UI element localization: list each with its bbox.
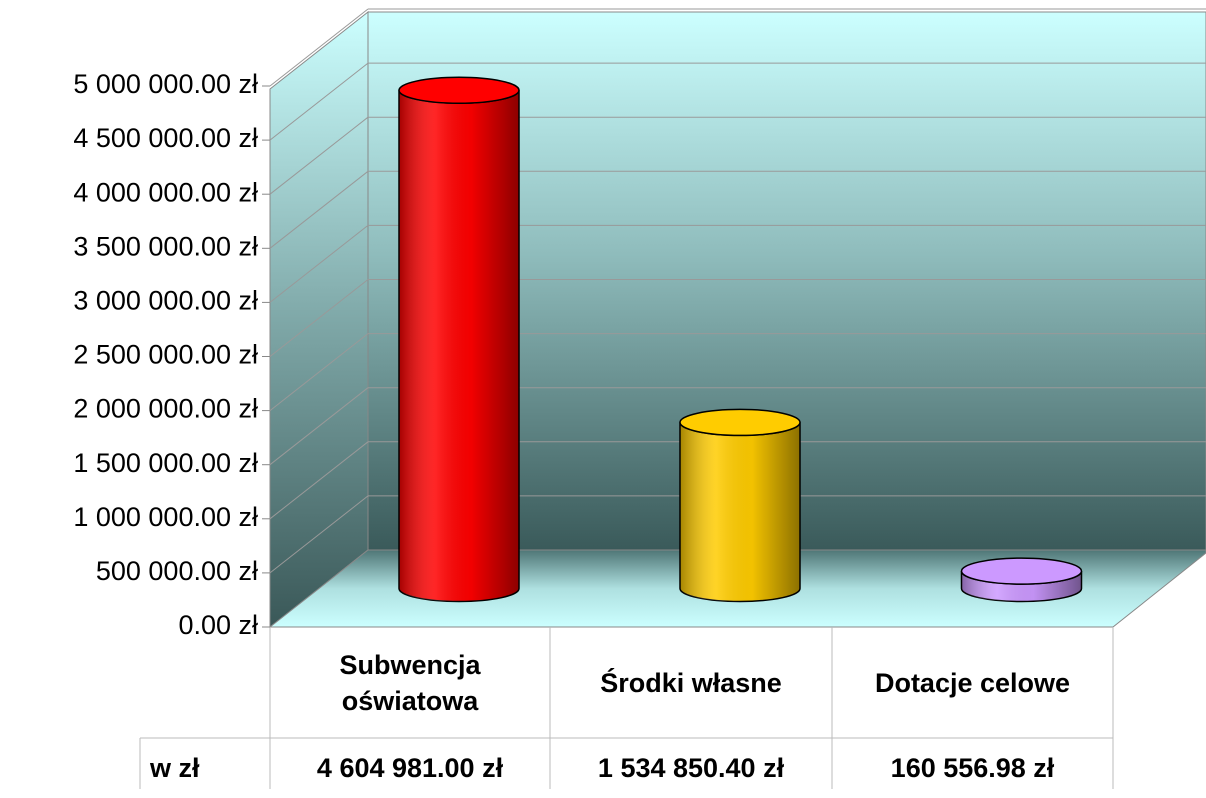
y-tick-label: 3 000 000.00 zł — [73, 286, 258, 316]
category-label: Środki własne — [600, 667, 782, 698]
grid-line — [269, 333, 369, 411]
cylinder-shade — [961, 571, 1082, 602]
grid-line — [269, 225, 369, 303]
value-label: 160 556.98 zł — [890, 753, 1055, 783]
category-label: Subwencja oświatowa — [339, 649, 481, 716]
y-tick-label: 1 500 000.00 zł — [73, 448, 258, 478]
y-tick-label: 1 000 000.00 zł — [73, 502, 258, 532]
y-tick-label: 3 500 000.00 zł — [73, 231, 258, 261]
y-tick-label: 2 500 000.00 zł — [73, 340, 258, 370]
y-tick-label: 500 000.00 zł — [96, 556, 258, 586]
cylinder-top — [679, 408, 801, 437]
y-tick-label: 4 500 000.00 zł — [73, 123, 258, 153]
cylinder-top — [398, 76, 520, 104]
grid-line — [269, 8, 369, 87]
y-tick-label: 5 000 000.00 zł — [73, 69, 258, 99]
y-tick-label: 0.00 zł — [178, 610, 258, 640]
grid-line — [269, 170, 369, 249]
value-label: 1 534 850.40 zł — [597, 753, 785, 783]
y-tick-label: 2 000 000.00 zł — [73, 394, 258, 424]
category-label: Dotacje celowe — [874, 667, 1071, 698]
cylinder-top — [960, 557, 1083, 585]
row-label: w zł — [150, 753, 200, 783]
grid-line — [269, 279, 369, 357]
grid-line — [269, 62, 369, 141]
value-label: 4 604 981.00 zł — [316, 753, 504, 783]
grid-line — [269, 116, 369, 195]
cylinder-shade — [680, 422, 800, 602]
cylinder-shade — [399, 90, 520, 602]
grid-line — [269, 387, 369, 466]
grid-line — [269, 441, 369, 520]
y-tick-label: 4 000 000.00 zł — [73, 177, 258, 207]
grid-line — [269, 495, 369, 574]
